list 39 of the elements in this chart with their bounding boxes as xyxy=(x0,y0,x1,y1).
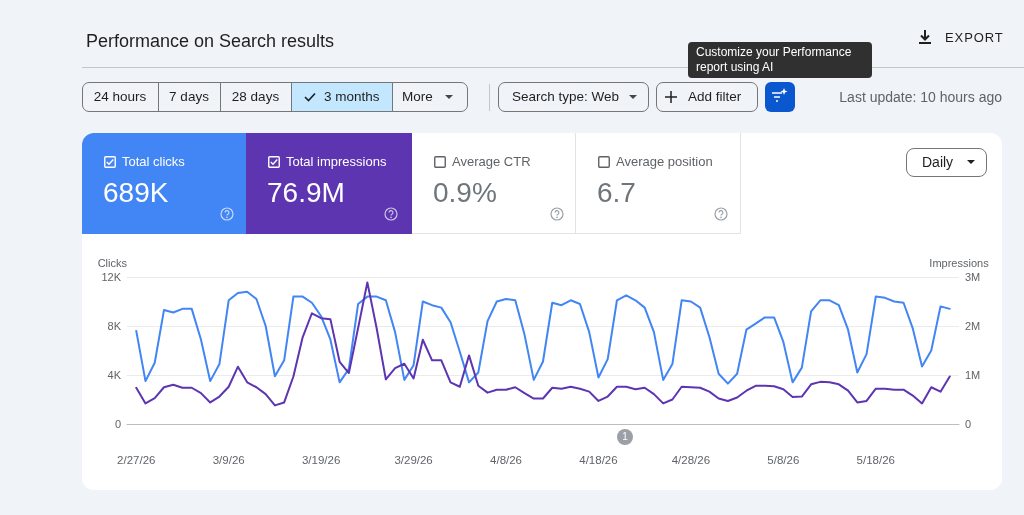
text: Daily xyxy=(922,154,954,170)
y-tick-label: 12K xyxy=(101,271,122,283)
text: Customize your Performance report using AI xyxy=(696,45,853,75)
y2-tick-label: 1M xyxy=(965,369,981,381)
x-tick-label: 3/19/26 xyxy=(301,454,341,466)
chart-title: Performance on Search results xyxy=(86,30,335,52)
text: 7 days xyxy=(168,89,210,105)
text: 0.9% xyxy=(433,176,497,210)
text: Total clicks xyxy=(122,154,185,170)
x-tick-label: 3/29/26 xyxy=(394,454,433,466)
text: 28 days xyxy=(230,89,281,105)
y2-tick-label: 0 xyxy=(965,418,972,430)
text: Last update: 10 hours ago xyxy=(839,89,1002,105)
text: Average position xyxy=(616,154,713,170)
x-tick-label: 5/18/26 xyxy=(856,454,895,466)
text: Add filter xyxy=(688,89,742,105)
text: EXPORT xyxy=(945,30,1004,46)
text: 76.9M xyxy=(267,176,345,210)
text: 3 months xyxy=(324,89,380,105)
x-tick-label: 4/18/26 xyxy=(579,454,618,466)
text: Search type: Web xyxy=(512,89,620,105)
text: Total impressions xyxy=(286,154,387,170)
x-tick-label: 5/8/26 xyxy=(767,454,800,466)
text: Average CTR xyxy=(452,154,531,170)
y2-tick-label: 3M xyxy=(965,271,981,283)
text: 689K xyxy=(103,176,169,210)
x-tick-label: 4/28/26 xyxy=(671,454,711,466)
y-axis-title: Clicks xyxy=(97,256,128,269)
x-tick-label: 4/8/26 xyxy=(490,454,523,466)
y-tick-label: 4K xyxy=(107,369,122,381)
y-tick-label: 0 xyxy=(114,418,121,430)
y2-axis-title: Impressions xyxy=(929,256,990,269)
x-tick-label: 2/27/26 xyxy=(117,454,156,466)
text: 6.7 xyxy=(597,176,636,210)
y2-tick-label: 2M xyxy=(965,320,981,332)
text: 24 hours xyxy=(92,89,148,105)
y-tick-label: 8K xyxy=(107,320,122,332)
text: More xyxy=(402,89,433,105)
x-tick-label: 3/9/26 xyxy=(212,454,245,466)
